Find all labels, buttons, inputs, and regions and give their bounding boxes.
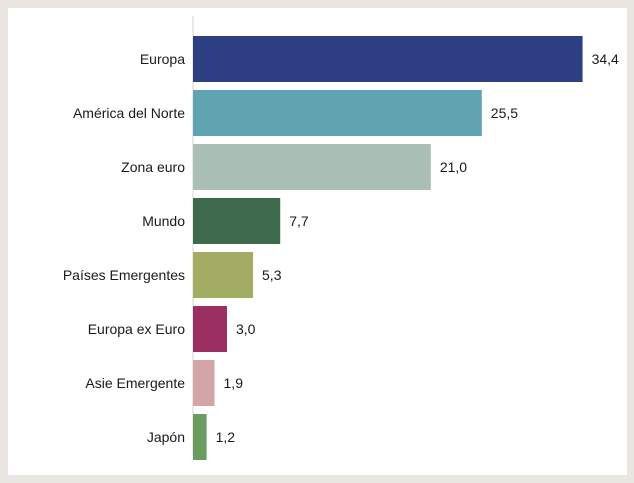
- bar-5: [193, 306, 227, 352]
- value-label: 25,5: [491, 105, 518, 121]
- bar-3: [193, 198, 281, 244]
- bar-6: [193, 360, 215, 406]
- value-label: 7,7: [289, 213, 309, 229]
- category-label: Mundo: [142, 213, 185, 229]
- value-label: 21,0: [440, 159, 467, 175]
- bar-4: [193, 252, 254, 298]
- category-label: Japón: [147, 429, 185, 445]
- bar-7: [193, 414, 207, 460]
- bar-2: [193, 144, 431, 190]
- value-label: 1,2: [216, 429, 236, 445]
- category-label: América del Norte: [73, 105, 185, 121]
- bars-group: Europa 34,4 América del Norte 25,5 Zona euro…: [63, 36, 619, 460]
- category-label: Asie Emergente: [85, 375, 185, 391]
- value-label: 3,0: [236, 321, 256, 337]
- category-label: Zona euro: [121, 159, 185, 175]
- chart-panel: Europa 34,4 América del Norte 25,5 Zona euro…: [8, 8, 627, 475]
- category-label: Países Emergentes: [63, 267, 185, 283]
- bar-0: [193, 36, 583, 82]
- value-label: 5,3: [262, 267, 282, 283]
- value-label: 1,9: [224, 375, 244, 391]
- category-label: Europa: [140, 51, 185, 67]
- category-label: Europa ex Euro: [88, 321, 185, 337]
- bar-chart: Europa 34,4 América del Norte 25,5 Zona euro…: [63, 16, 619, 460]
- value-label: 34,4: [592, 51, 619, 67]
- bar-1: [193, 90, 482, 136]
